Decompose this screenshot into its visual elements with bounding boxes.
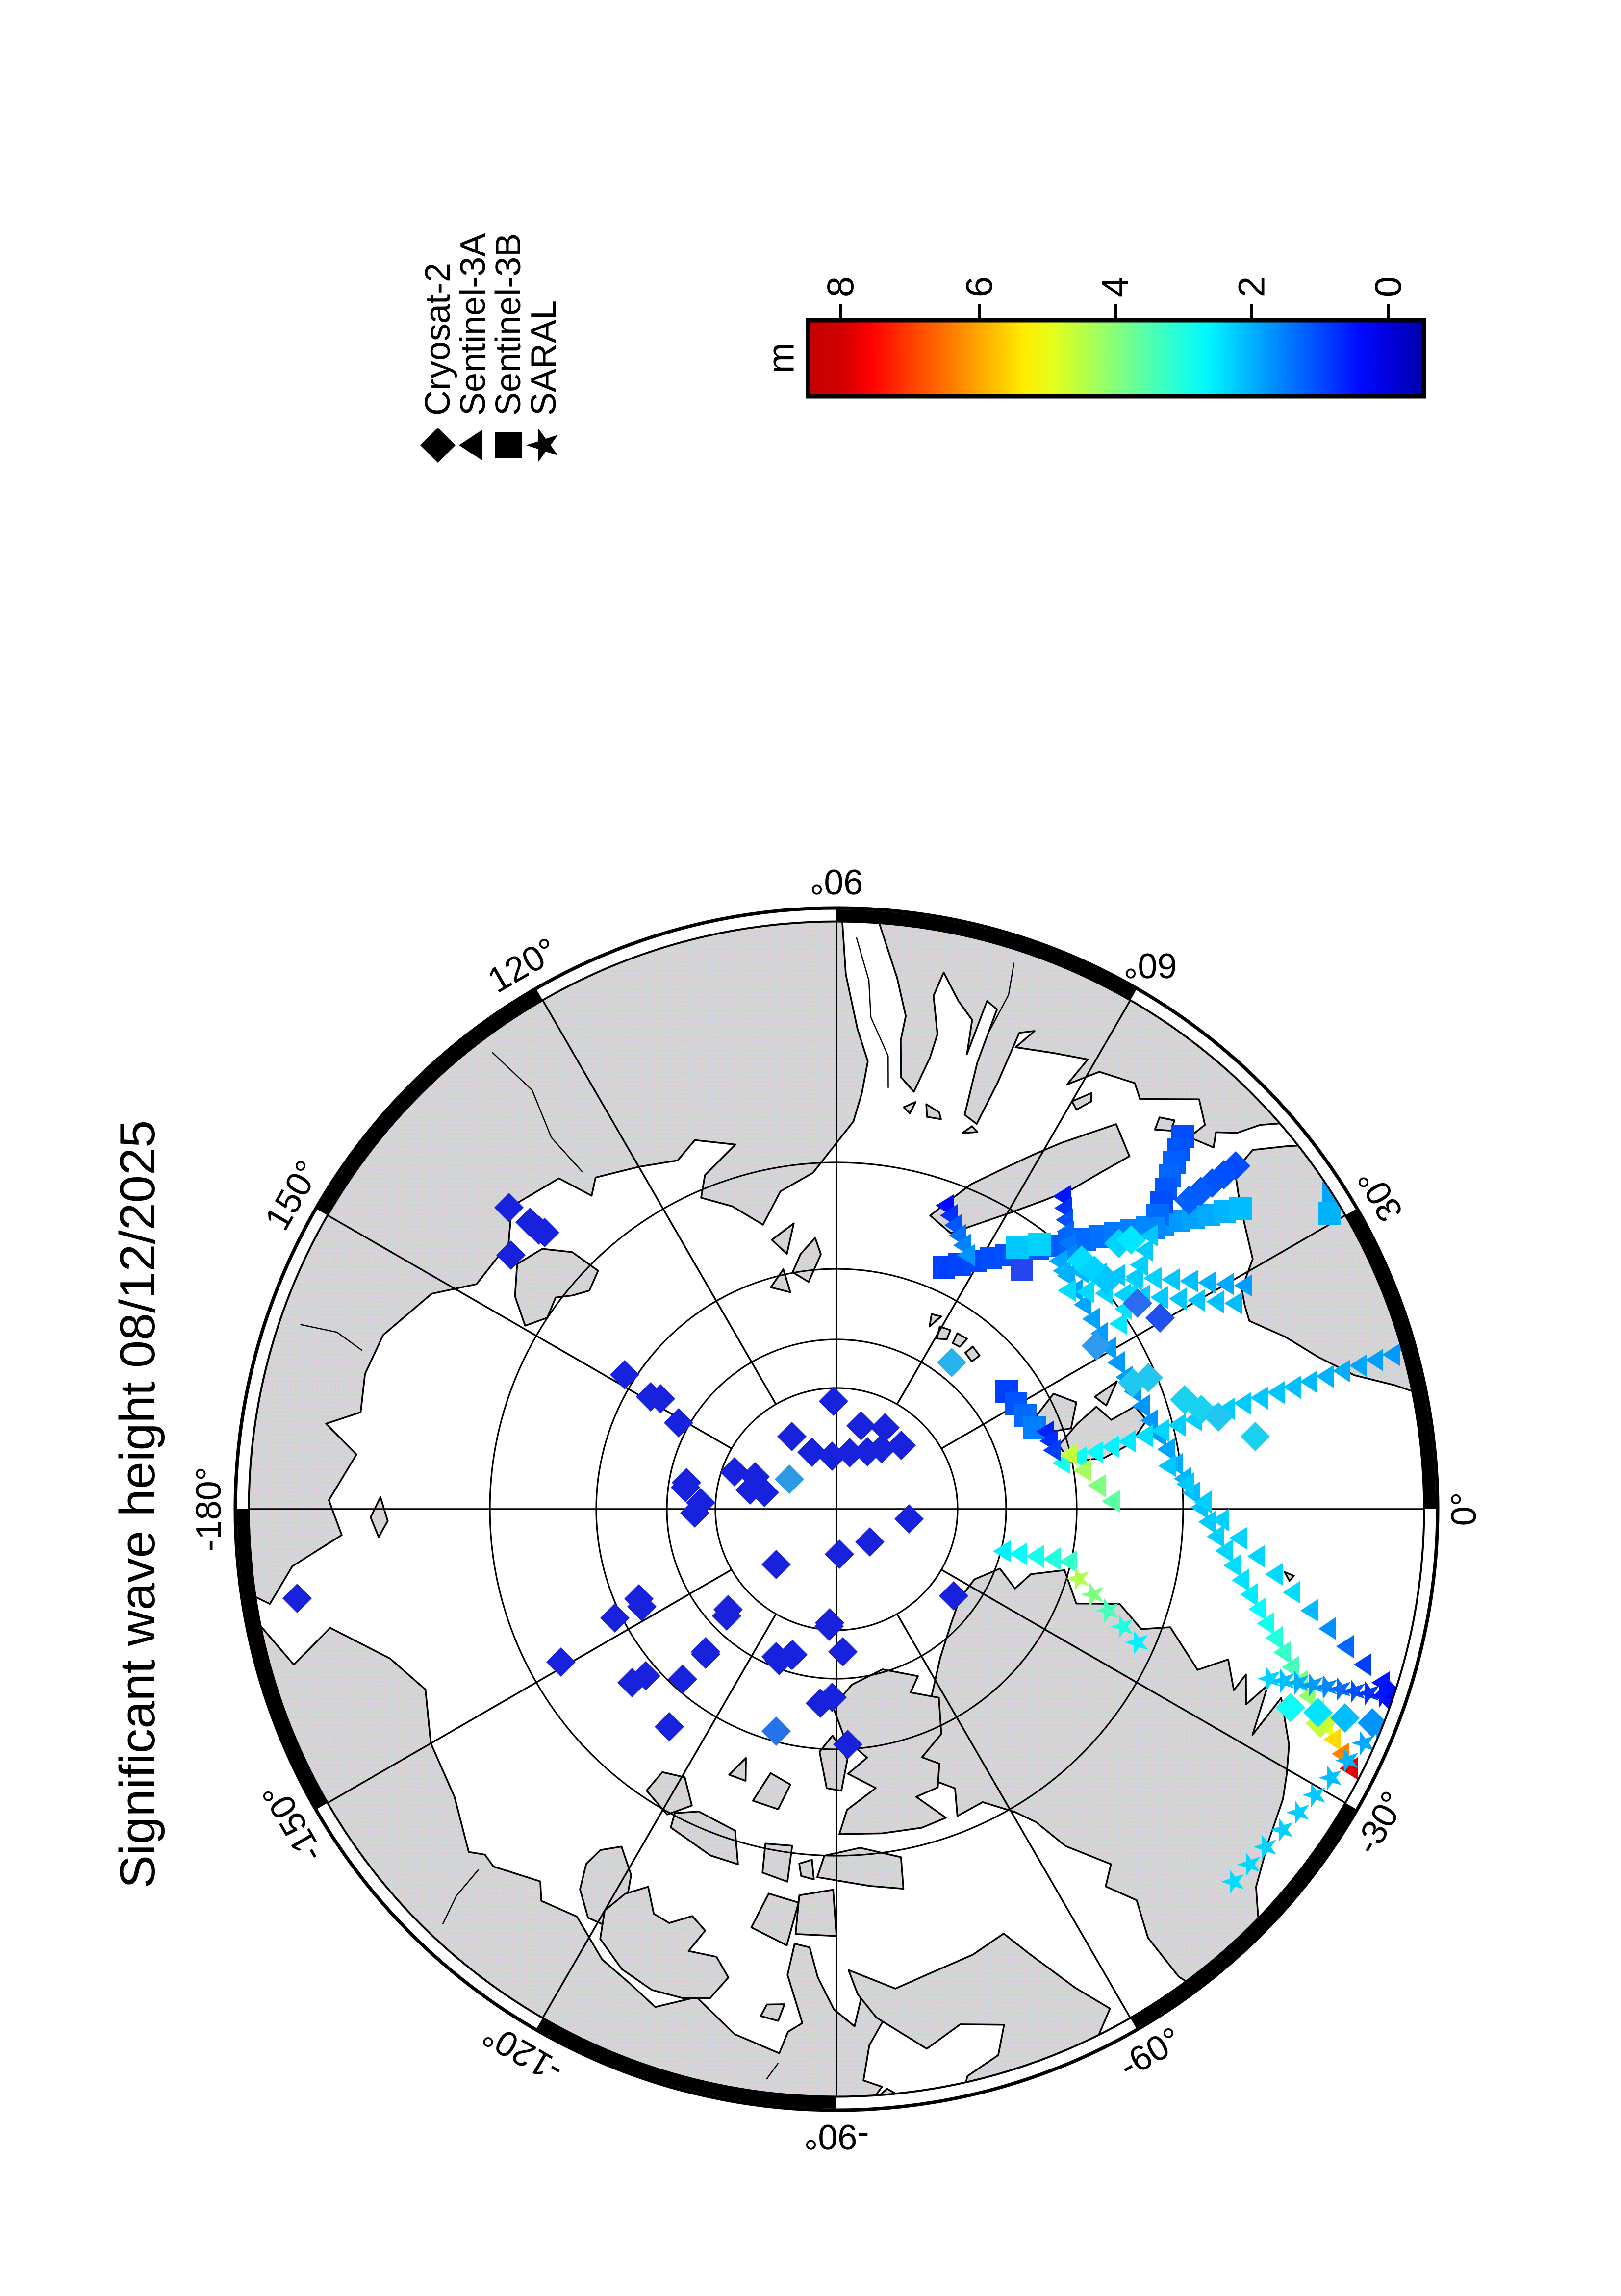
svg-text:m: m — [760, 342, 802, 373]
svg-text:Sentinel-3B: Sentinel-3B — [489, 233, 528, 416]
svg-text:0°: 0° — [1444, 1492, 1484, 1526]
svg-text:6: 6 — [959, 277, 1001, 297]
svg-text:Sentinel-3A: Sentinel-3A — [454, 233, 493, 416]
svg-text:2: 2 — [1231, 277, 1273, 297]
svg-text:0: 0 — [1368, 277, 1410, 297]
svg-text:Cryosat-2: Cryosat-2 — [418, 263, 457, 416]
svg-text:-180°: -180° — [189, 1467, 228, 1552]
svg-text:-90°: -90° — [804, 2117, 869, 2156]
svg-text:90°: 90° — [810, 862, 863, 901]
svg-text:SARAL: SARAL — [524, 300, 563, 416]
svg-text:8: 8 — [820, 277, 862, 297]
svg-text:4: 4 — [1095, 277, 1137, 297]
svg-text:Significant wave height 08/12/: Significant wave height 08/12/2025 — [110, 1120, 165, 1889]
svg-text:60°: 60° — [1124, 946, 1177, 985]
